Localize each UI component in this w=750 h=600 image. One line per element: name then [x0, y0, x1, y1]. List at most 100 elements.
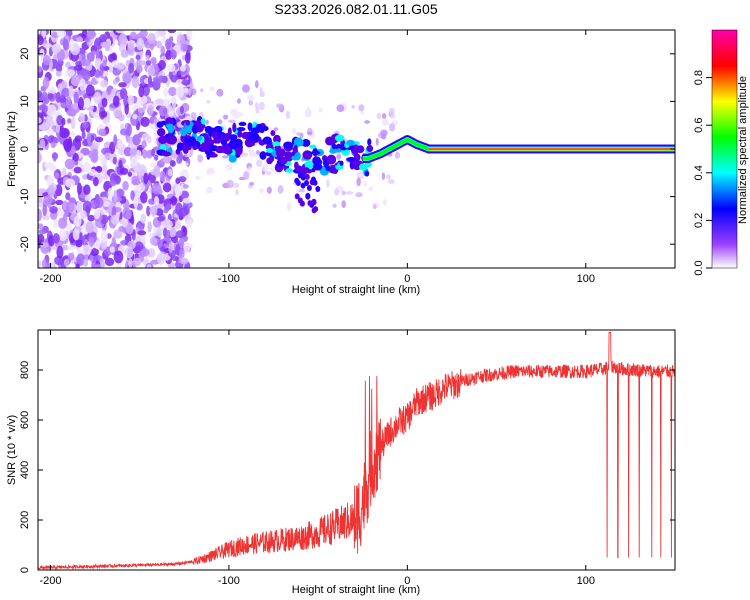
- heatmap-noise-cell: [94, 208, 101, 220]
- heatmap-noise-cell: [118, 43, 125, 52]
- heatmap-noise-cell: [70, 131, 76, 138]
- heatmap-noise-cell: [138, 111, 143, 119]
- heatmap-noise-cell: [118, 114, 125, 122]
- heatmap-noise-cell: [147, 75, 153, 85]
- heatmap-noise-cell: [127, 42, 135, 56]
- heatmap-noise-cell: [92, 176, 99, 187]
- heatmap-noise-cell: [73, 91, 79, 104]
- heatmap-noise-cell: [134, 185, 142, 198]
- heatmap-noise-cell: [66, 118, 72, 124]
- heatmap-noise-cell: [38, 150, 41, 163]
- heatmap-noise-cell: [139, 95, 148, 104]
- heatmap-noise-cell: [41, 259, 48, 268]
- heatmap-noise-cell: [112, 156, 117, 165]
- heatmap-ridge-cell: [307, 200, 313, 207]
- heatmap-noise-cell: [154, 196, 160, 206]
- heatmap-noise-cell: [356, 177, 361, 187]
- heatmap-ridge-cell: [262, 136, 272, 145]
- heatmap-noise-cell: [372, 204, 377, 210]
- heatmap-ridge-cell: [304, 167, 310, 174]
- heatmap-noise-cell: [225, 163, 233, 171]
- heatmap-noise-cell: [157, 216, 165, 222]
- heatmap-noise-cell: [84, 37, 90, 43]
- snr-ytick-label: 200: [19, 511, 31, 529]
- heatmap-noise-cell: [83, 184, 91, 195]
- heatmap-ridge-cell: [220, 139, 228, 146]
- heatmap-noise-cell: [205, 119, 209, 125]
- heatmap-noise-cell: [258, 101, 265, 111]
- heatmap-noise-cell: [93, 37, 104, 50]
- heatmap-noise-cell: [63, 258, 70, 267]
- heatmap-ridge-cell: [184, 125, 194, 134]
- heatmap-noise-cell: [151, 182, 162, 195]
- heatmap-noise-cell: [42, 42, 52, 49]
- heatmap-noise-cell: [76, 182, 82, 195]
- heatmap-noise-cell: [136, 38, 145, 51]
- heatmap-noise-cell: [179, 257, 189, 265]
- heatmap-noise-cell: [72, 228, 80, 241]
- heatmap-noise-cell: [143, 172, 149, 185]
- heatmap-ridge-cell: [346, 139, 355, 146]
- heatmap-noise-cell: [104, 152, 110, 160]
- heatmap-noise-cell: [166, 229, 171, 239]
- heatmap-ridge-cell: [232, 122, 237, 133]
- heatmap-noise-cell: [376, 112, 382, 120]
- heatmap-noise-cell: [85, 87, 94, 95]
- heatmap-noise-cell: [166, 203, 171, 211]
- heatmap-ridge-cell: [339, 160, 344, 166]
- heatmap-noise-cell: [86, 31, 97, 38]
- heatmap-noise-cell: [170, 49, 177, 60]
- heatmap-noise-cell: [360, 111, 365, 115]
- heatmap-noise-cell: [41, 91, 48, 102]
- colorbar-tick-label: 0.0: [693, 260, 705, 275]
- heatmap-noise-cell: [174, 220, 182, 230]
- snr-series-line: [38, 332, 675, 570]
- heatmap-noise-cell: [72, 152, 79, 162]
- heatmap-noise-cell: [255, 159, 263, 168]
- heatmap-ridge-cell: [312, 163, 323, 171]
- heatmap-noise-cell: [167, 169, 173, 177]
- heatmap-noise-cell: [96, 166, 103, 173]
- heatmap-noise-cell: [86, 131, 92, 144]
- heatmap-ridge-cell: [305, 193, 311, 200]
- heatmap-ridge-cell: [301, 139, 311, 147]
- heatmap-noise-cell: [47, 87, 57, 95]
- heatmap-ridge-cell: [270, 130, 276, 136]
- heatmap-noise-cell: [387, 179, 395, 185]
- heatmap-noise-cell: [269, 166, 275, 171]
- heatmap-noise-cell: [178, 207, 189, 217]
- heatmap-noise-cell: [388, 123, 396, 132]
- heatmap-noise-cell: [380, 129, 388, 137]
- heatmap-noise-cell: [140, 191, 148, 204]
- heatmap-marks: [38, 30, 675, 268]
- colorbar-ticks: 0.0 0.2 0.4 0.6 0.8: [693, 70, 712, 276]
- heatmap-noise-cell: [51, 43, 62, 54]
- heatmap-noise-cell: [247, 94, 255, 101]
- heatmap-noise-cell: [382, 199, 387, 206]
- heatmap-ridge-cell: [223, 147, 233, 155]
- heatmap-noise-cell: [101, 163, 108, 177]
- heatmap-noise-cell: [40, 242, 49, 248]
- heatmap-ridge-cell: [312, 156, 321, 165]
- heatmap-ridge-cell: [304, 173, 310, 180]
- heatmap-ridge-cell: [196, 135, 202, 141]
- heatmap-ytick-label: -20: [19, 236, 31, 252]
- heatmap-noise-cell: [115, 30, 126, 34]
- heatmap-noise-cell: [66, 108, 77, 117]
- heatmap-noise-cell: [226, 179, 234, 188]
- heatmap-noise-cell: [62, 214, 68, 223]
- heatmap-noise-cell: [114, 110, 123, 116]
- heatmap-ridge-cell: [156, 121, 164, 128]
- heatmap-noise-cell: [65, 96, 72, 109]
- heatmap-noise-cell: [298, 188, 306, 193]
- heatmap-noise-cell: [147, 247, 156, 258]
- heatmap-ridge-cell: [188, 136, 197, 147]
- heatmap-noise-cell: [104, 40, 111, 52]
- snr-ytick-label: 600: [19, 411, 31, 429]
- heatmap-noise-cell: [184, 162, 189, 166]
- heatmap-noise-cell: [83, 258, 89, 268]
- heatmap-noise-cell: [50, 141, 56, 149]
- heatmap-noise-cell: [170, 195, 178, 206]
- heatmap-noise-cell: [69, 38, 75, 52]
